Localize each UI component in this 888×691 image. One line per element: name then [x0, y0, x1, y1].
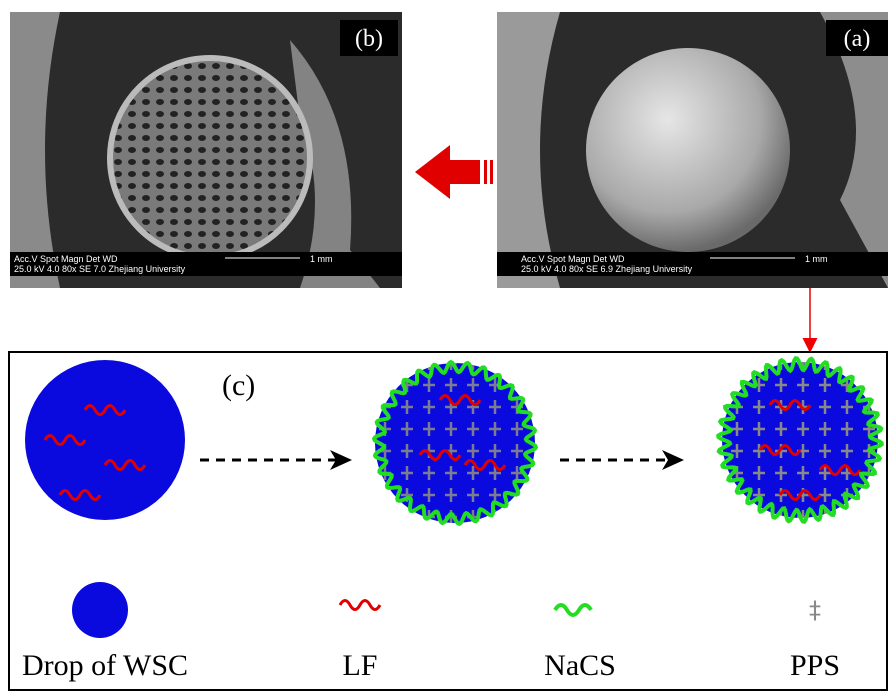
panel-label: (a): [844, 26, 871, 52]
info-values: 25.0 kV 4.0 80x SE 6.9 Zhejiang Universi…: [521, 264, 693, 274]
sem-panel-a: (a) Acc.V Spot Magn Det WD 25.0 kV 4.0 8…: [497, 12, 888, 288]
legend-label: PPS: [790, 649, 840, 682]
info-header: Acc.V Spot Magn Det WD: [14, 254, 118, 264]
figure: (b) Acc.V Spot Magn Det WD 25.0 kV 4.0 8…: [0, 0, 888, 691]
scheme: (c) ‡ Drop of WSC LF NaCS PPS: [9, 352, 887, 690]
sem-panel-b: (b) Acc.V Spot Magn Det WD 25.0 kV 4.0 8…: [10, 12, 402, 288]
scheme-label: (c): [222, 369, 255, 402]
arrow-big: [415, 145, 493, 199]
info-values: 25.0 kV 4.0 80x SE 7.0 Zhejiang Universi…: [14, 264, 186, 274]
info-header: Acc.V Spot Magn Det WD: [521, 254, 625, 264]
scale-bar-label: 1 mm: [805, 254, 828, 264]
scale-bar-label: 1 mm: [310, 254, 333, 264]
legend-label: NaCS: [544, 649, 616, 682]
legend-label: Drop of WSC: [22, 649, 188, 682]
panel-label: (b): [355, 26, 383, 52]
legend-label: LF: [342, 649, 377, 682]
svg-text:‡: ‡: [809, 596, 821, 624]
